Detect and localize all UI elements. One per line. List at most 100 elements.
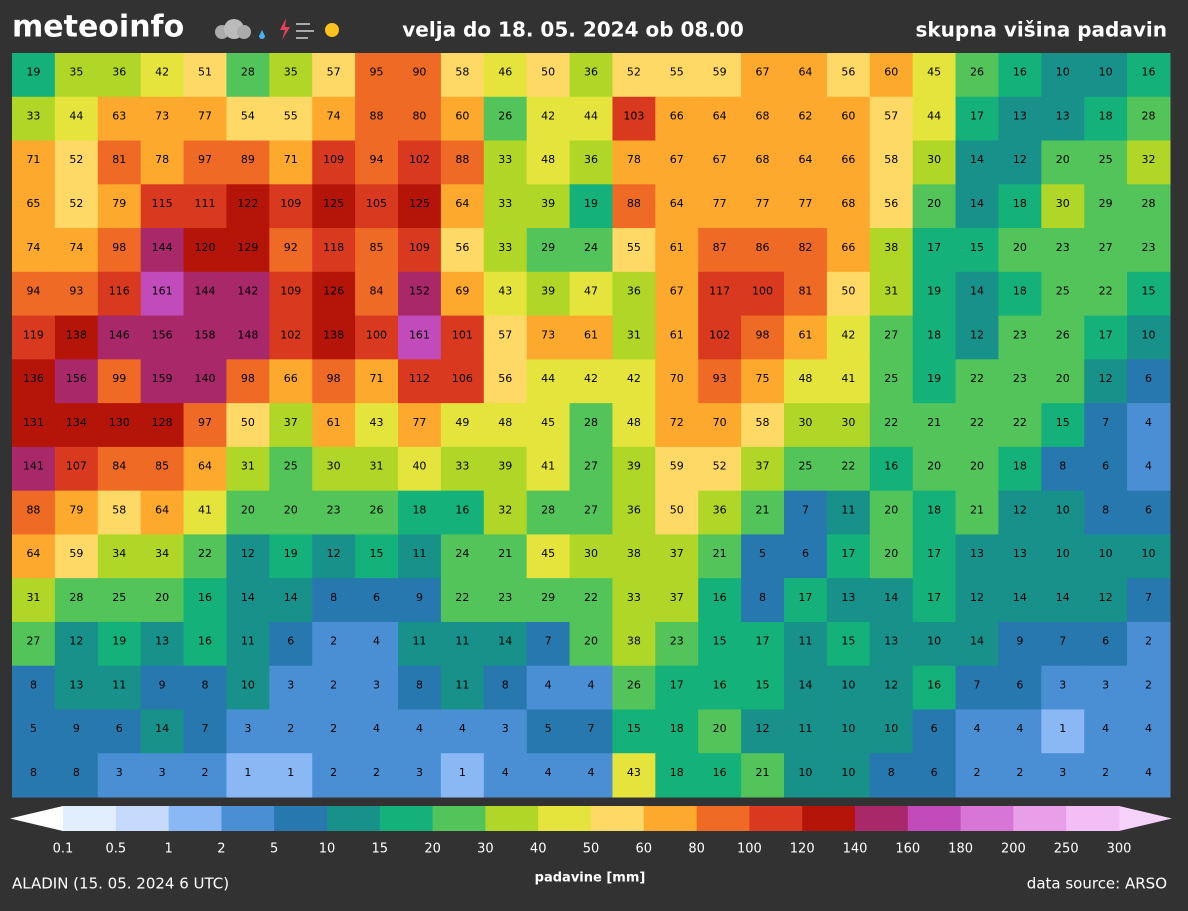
precip-cell [440, 665, 485, 710]
precip-value: 48 [541, 153, 555, 166]
precip-value: 88 [26, 503, 40, 516]
precip-cell [440, 96, 485, 142]
precip-cell [312, 490, 356, 535]
precip-cell [1041, 709, 1085, 754]
precip-value: 1 [459, 766, 466, 779]
precip-value: 10 [1099, 547, 1113, 560]
precip-value: 28 [1142, 197, 1156, 210]
precip-value: 34 [155, 547, 169, 560]
precip-cell [398, 534, 442, 579]
precip-value: 12 [1013, 153, 1027, 166]
precip-value: 98 [241, 372, 255, 385]
model-info: ALADIN (15. 05. 2024 6 UTC) [12, 875, 229, 893]
precip-cell [1084, 184, 1128, 229]
precip-value: 26 [1056, 328, 1070, 341]
precip-value: 102 [280, 328, 301, 341]
precip-cell [569, 359, 613, 404]
precip-cell [955, 53, 999, 98]
precip-cell [1041, 271, 1085, 317]
precip-value: 146 [109, 328, 130, 341]
precip-value: 11 [798, 722, 812, 735]
precip-value: 26 [498, 109, 512, 122]
precip-cell [97, 621, 142, 667]
precip-cell [183, 753, 227, 798]
precip-cell [826, 490, 871, 535]
precip-cell [526, 140, 571, 185]
precip-value: 64 [798, 153, 812, 166]
precip-cell [398, 96, 442, 142]
precip-cell [312, 753, 356, 798]
precip-value: 152 [409, 285, 430, 298]
precip-value: 112 [409, 372, 430, 385]
precip-value: 16 [713, 766, 727, 779]
precip-value: 26 [970, 66, 984, 79]
precip-value: 4 [1145, 460, 1152, 473]
colorbar-tick-label: 0.1 [53, 842, 74, 857]
precip-value: 93 [69, 285, 83, 298]
precip-cell [1127, 96, 1171, 142]
precip-cell [226, 359, 270, 404]
precip-cell [1041, 753, 1085, 798]
precip-cell [183, 228, 227, 273]
colorbar-segment [432, 806, 486, 831]
precip-cell [398, 184, 442, 229]
precip-cell [54, 621, 99, 667]
precip-value: 20 [241, 503, 255, 516]
precip-value: 14 [241, 591, 255, 604]
precip-cell [1127, 315, 1171, 360]
precip-value: 81 [798, 285, 812, 298]
precip-value: 88 [627, 197, 641, 210]
precip-value: 67 [670, 153, 684, 166]
precip-value: 58 [756, 416, 770, 429]
precip-cell [269, 271, 313, 317]
precip-value: 2 [1102, 766, 1109, 779]
precip-value: 2 [330, 766, 337, 779]
precip-value: 3 [116, 766, 123, 779]
precip-value: 84 [112, 460, 126, 473]
precip-value: 105 [366, 197, 387, 210]
precip-cell [398, 753, 442, 798]
precip-value: 90 [412, 66, 426, 79]
precip-value: 159 [152, 372, 173, 385]
precip-value: 48 [498, 416, 512, 429]
precip-value: 6 [1016, 678, 1023, 691]
precip-value: 33 [627, 591, 641, 604]
precip-value: 36 [112, 66, 126, 79]
precip-value: 9 [73, 722, 80, 735]
precip-cell [826, 53, 871, 98]
precip-cell [698, 578, 742, 623]
precip-value: 11 [412, 547, 426, 560]
precip-value: 125 [409, 197, 430, 210]
precip-cell [483, 709, 528, 754]
precip-value: 17 [970, 109, 984, 122]
precip-cell [12, 490, 56, 535]
precip-value: 45 [541, 416, 555, 429]
precip-value: 37 [670, 591, 684, 604]
precip-cell [440, 315, 485, 360]
precip-value: 26 [627, 678, 641, 691]
precip-value: 6 [802, 547, 809, 560]
precip-value: 8 [1102, 503, 1109, 516]
precip-cell [1041, 228, 1085, 273]
precip-value: 144 [195, 285, 216, 298]
precip-cell [569, 490, 613, 535]
precip-value: 29 [541, 241, 555, 254]
precip-cell [398, 709, 442, 754]
precip-cell [483, 359, 528, 404]
precip-cell [826, 534, 871, 579]
precip-value: 10 [1142, 547, 1156, 560]
precip-cell [826, 621, 871, 667]
precip-value: 22 [970, 372, 984, 385]
precip-cell [183, 665, 227, 710]
precip-cell [612, 271, 656, 317]
precip-cell [655, 534, 699, 579]
precip-value: 46 [498, 66, 512, 79]
precip-cell [869, 228, 914, 273]
precip-cell [1127, 446, 1171, 492]
precip-value: 19 [112, 635, 126, 648]
precip-value: 17 [670, 678, 684, 691]
precip-cell [355, 271, 399, 317]
colorbar-tick-label: 0.5 [105, 842, 126, 857]
precip-value: 13 [69, 678, 83, 691]
precip-value: 20 [1056, 372, 1070, 385]
